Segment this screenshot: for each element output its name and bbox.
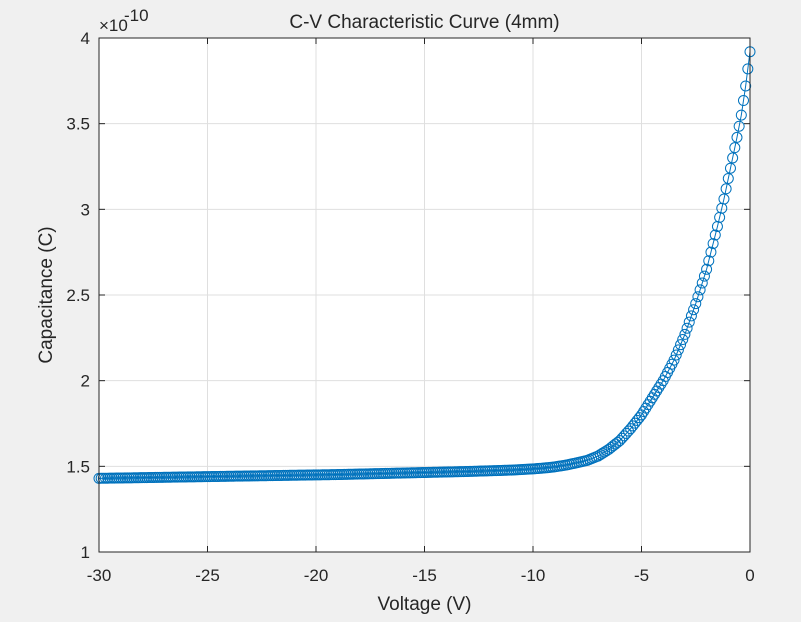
y-tick-label: 4 xyxy=(81,29,90,48)
y-tick-label: 2 xyxy=(81,372,90,391)
x-tick-label: -15 xyxy=(412,566,437,585)
data-point-marker xyxy=(701,263,713,275)
data-point-marker xyxy=(724,162,736,174)
data-point-marker xyxy=(733,120,745,132)
y-tick-label: 3.5 xyxy=(66,115,90,134)
data-point-marker xyxy=(709,229,721,241)
data-point-marker xyxy=(677,334,689,346)
data-point-marker xyxy=(731,131,743,143)
data-point-marker xyxy=(672,344,684,356)
data-point-marker xyxy=(720,183,732,195)
data-point-marker xyxy=(742,63,754,75)
axis-ticks: -30 -25 -20 -15 -10 -5 0 1 1.5 2 2.5 3 3.5 4 xyxy=(66,29,754,585)
data-point-marker xyxy=(729,142,741,154)
data-point-marker xyxy=(625,423,637,435)
y-exponent-power: -10 xyxy=(124,6,149,25)
data-point-marker xyxy=(685,310,697,322)
data-point-marker xyxy=(683,316,695,328)
y-tick-label: 1 xyxy=(81,543,90,562)
data-point-marker xyxy=(629,417,641,429)
data-point-marker xyxy=(675,339,687,351)
x-axis-label: Voltage (V) xyxy=(378,594,472,615)
data-point-marker xyxy=(627,420,639,432)
data-point-marker xyxy=(698,270,710,282)
x-tick-label: -25 xyxy=(195,566,220,585)
series-layer xyxy=(93,46,756,484)
data-point-marker xyxy=(703,255,715,267)
x-tick-label: -30 xyxy=(87,566,112,585)
data-point-marker xyxy=(737,95,749,107)
data-point-marker xyxy=(740,80,752,92)
data-point-marker xyxy=(694,284,706,296)
data-point-marker xyxy=(718,193,730,205)
x-tick-label: -10 xyxy=(521,566,546,585)
y-tick-label: 3 xyxy=(81,200,90,219)
chart-title: C-V Characteristic Curve (4mm) xyxy=(289,12,559,33)
data-point-marker xyxy=(692,291,704,303)
x-tick-label: 0 xyxy=(745,566,754,585)
y-exponent-base: ×10 xyxy=(99,16,128,35)
x-tick-label: -5 xyxy=(634,566,649,585)
data-point-marker xyxy=(705,246,717,258)
y-axis-label: Capacitance (C) xyxy=(36,226,57,363)
data-point-marker xyxy=(696,277,708,289)
data-point-marker xyxy=(670,349,682,361)
data-point-marker xyxy=(688,304,700,316)
y-tick-label: 1.5 xyxy=(66,457,90,476)
data-point-marker xyxy=(690,298,702,310)
data-point-marker xyxy=(707,238,719,250)
data-point-marker xyxy=(681,322,693,334)
data-point-marker xyxy=(722,172,734,184)
x-tick-label: -20 xyxy=(304,566,329,585)
data-point-marker xyxy=(612,436,624,448)
data-point-marker xyxy=(668,354,680,366)
data-point-marker xyxy=(735,109,747,121)
data-point-marker xyxy=(633,412,645,424)
data-point-marker xyxy=(727,152,739,164)
data-point-marker xyxy=(631,414,643,426)
grid-lines xyxy=(99,38,750,552)
y-tick-label: 2.5 xyxy=(66,286,90,305)
data-point-marker xyxy=(679,328,691,340)
